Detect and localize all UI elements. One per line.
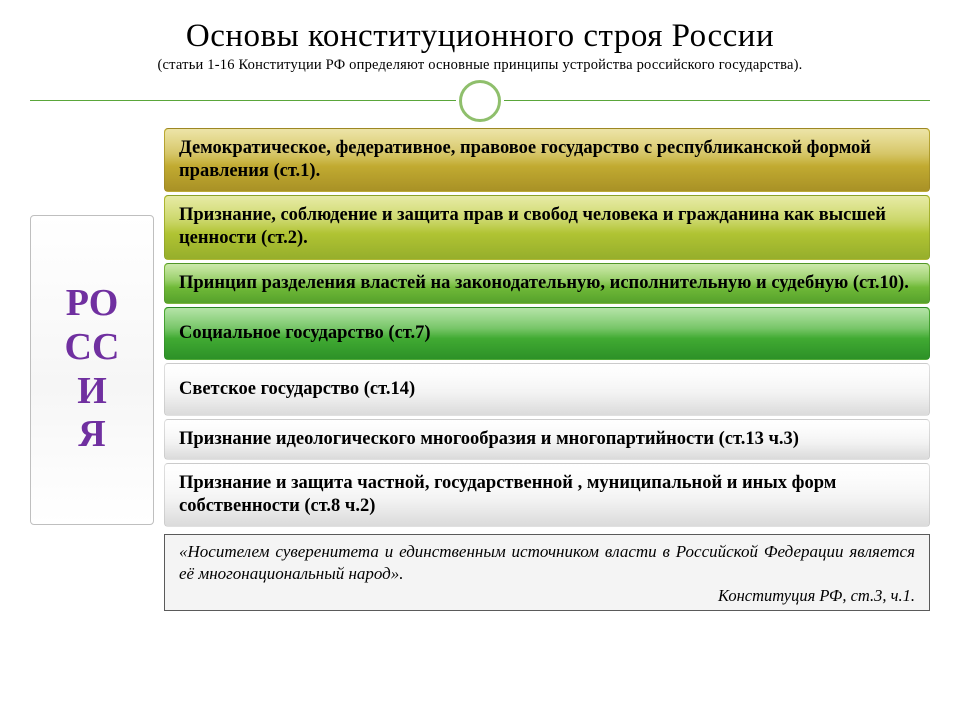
divider-ornament xyxy=(30,80,930,120)
list-item-text: Признание, соблюдение и защита прав и св… xyxy=(179,205,886,248)
divider-line-left xyxy=(30,100,456,101)
list-item: Признание идеологического многообразия и… xyxy=(164,419,930,460)
page-title: Основы конституционного строя России xyxy=(30,18,930,55)
list-item-text: Признание идеологического многообразия и… xyxy=(179,429,799,449)
items-column: Демократическое, федеративное, правовое … xyxy=(164,128,930,611)
sidebar: РО СС И Я xyxy=(30,128,154,611)
list-item: Социальное государство (ст.7) xyxy=(164,307,930,360)
sidebar-box: РО СС И Я xyxy=(30,215,154,525)
quote-cite: Конституция РФ, ст.3, ч.1. xyxy=(179,586,915,607)
list-item: Признание, соблюдение и защита прав и св… xyxy=(164,195,930,259)
list-item-text: Светское государство (ст.14) xyxy=(179,379,415,399)
quote-box: «Носителем суверенитета и единственным и… xyxy=(164,534,930,611)
slide-container: Основы конституционного строя России (ст… xyxy=(0,0,960,720)
list-item-text: Демократическое, федеративное, правовое … xyxy=(179,138,871,181)
sidebar-label: РО СС И Я xyxy=(65,282,120,457)
list-item: Признание и защита частной, государствен… xyxy=(164,463,930,527)
quote-text: «Носителем суверенитета и единственным и… xyxy=(179,541,915,584)
list-item-text: Признание и защита частной, государствен… xyxy=(179,473,836,516)
list-item-text: Социальное государство (ст.7) xyxy=(179,323,431,343)
body-row: РО СС И Я Демократическое, федеративное,… xyxy=(30,128,930,611)
divider-ring-icon xyxy=(459,80,501,122)
list-item: Светское государство (ст.14) xyxy=(164,363,930,416)
list-item: Демократическое, федеративное, правовое … xyxy=(164,128,930,192)
divider-line-right xyxy=(504,100,930,101)
list-item: Принцип разделения властей на законодате… xyxy=(164,263,930,304)
list-item-text: Принцип разделения властей на законодате… xyxy=(179,273,909,293)
page-subtitle: (статьи 1-16 Конституции РФ определяют о… xyxy=(30,57,930,74)
